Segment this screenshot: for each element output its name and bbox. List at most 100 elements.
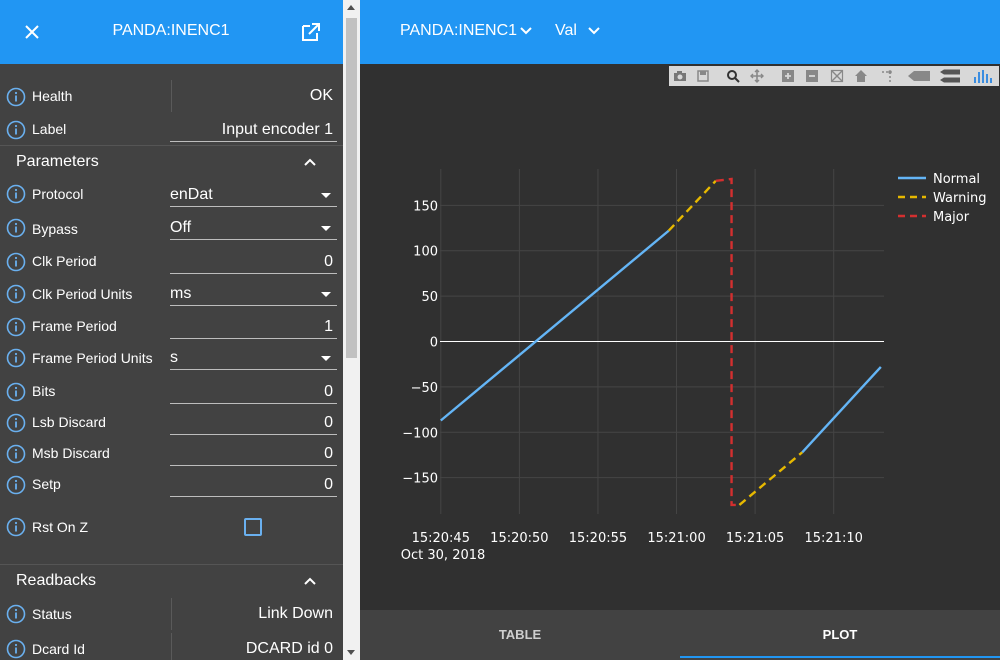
rst-on-z-row: Rst On Z	[0, 515, 343, 541]
label-row: Label Input encoder 1	[0, 118, 343, 142]
clk-period-label: Clk Period	[32, 253, 97, 269]
bypass-row: Bypass Off	[0, 216, 343, 242]
spike-lines-icon[interactable]	[880, 69, 894, 83]
frame-period-units-value: s	[170, 349, 178, 366]
pan-icon[interactable]	[750, 69, 764, 83]
home-icon[interactable]	[854, 69, 868, 83]
attribute-selector[interactable]: Val	[555, 22, 577, 39]
divider	[171, 598, 172, 630]
msb-discard-value: 0	[324, 445, 333, 462]
close-icon[interactable]	[22, 22, 42, 42]
info-icon[interactable]	[6, 382, 26, 402]
clk-period-units-value: ms	[170, 285, 192, 302]
info-icon[interactable]	[6, 87, 26, 107]
frame-period-units-select[interactable]: s	[170, 346, 337, 370]
plotly-logo-icon[interactable]	[972, 69, 996, 83]
readbacks-section-header[interactable]: Readbacks	[0, 565, 343, 597]
parameters-title: Parameters	[16, 153, 99, 170]
health-value: OK	[309, 87, 333, 104]
hover-compare-icon[interactable]	[939, 69, 961, 83]
lsb-discard-input[interactable]: 0	[170, 411, 337, 435]
legend[interactable]: Normal Warning Major	[898, 172, 986, 225]
info-icon[interactable]	[6, 120, 26, 140]
info-icon[interactable]	[6, 639, 26, 659]
value-plot[interactable]: 15:20:45 15:20:50 15:20:55 15:21:00 15:21:05…	[360, 64, 1000, 610]
plot-modebar	[669, 66, 999, 86]
frame-period-input[interactable]: 1	[170, 315, 337, 339]
info-icon[interactable]	[6, 517, 26, 537]
info-icon[interactable]	[6, 413, 26, 433]
info-icon[interactable]	[6, 184, 26, 204]
info-icon[interactable]	[6, 252, 26, 272]
info-icon[interactable]	[6, 284, 26, 304]
save-icon[interactable]	[696, 69, 710, 83]
chevron-up-icon[interactable]	[302, 573, 318, 589]
setp-input[interactable]: 0	[170, 473, 337, 497]
bits-input[interactable]: 0	[170, 380, 337, 404]
protocol-row: Protocol enDat	[0, 183, 343, 209]
tab-plot[interactable]: PLOT	[822, 627, 858, 642]
chevron-down-icon[interactable]	[588, 27, 600, 35]
dropdown-arrow-icon	[321, 193, 331, 198]
health-row: Health OK	[0, 85, 343, 109]
rst-on-z-checkbox[interactable]	[244, 518, 262, 536]
frame-period-label: Frame Period	[32, 318, 117, 334]
protocol-select-value: enDat	[170, 186, 213, 203]
open-in-new-icon[interactable]	[300, 21, 322, 43]
info-icon[interactable]	[6, 444, 26, 464]
tab-table[interactable]: TABLE	[498, 627, 542, 642]
legend-label-normal: Normal	[933, 172, 980, 187]
chevron-up-icon[interactable]	[302, 154, 318, 170]
legend-label-warning: Warning	[933, 191, 986, 206]
info-icon[interactable]	[6, 218, 26, 238]
bits-label: Bits	[32, 383, 56, 399]
divider	[171, 633, 172, 660]
parameters-section-header[interactable]: Parameters	[0, 146, 343, 178]
series-line-warning	[738, 451, 804, 506]
status-row: Status Link Down	[0, 603, 343, 627]
x-tick-label: 15:20:45	[412, 531, 470, 546]
block-details-panel: PANDA:INENC1 Health OK Label Input encod…	[0, 0, 343, 660]
clk-period-units-row: Clk Period Units ms	[0, 282, 343, 308]
axis-ticks: 15:20:45 15:20:50 15:20:55 15:21:00 15:21:05…	[401, 199, 863, 563]
clk-period-input[interactable]: 0	[170, 250, 337, 274]
clk-period-units-label: Clk Period Units	[32, 286, 133, 302]
chevron-down-icon[interactable]	[520, 27, 532, 35]
zoom-in-icon[interactable]	[781, 69, 795, 83]
health-label: Health	[32, 88, 73, 104]
scrollbar-thumb[interactable]	[346, 18, 357, 358]
setp-row: Setp 0	[0, 473, 343, 499]
msb-discard-row: Msb Discard 0	[0, 442, 343, 468]
scroll-up-arrow-icon[interactable]	[347, 5, 355, 10]
msb-discard-input[interactable]: 0	[170, 442, 337, 466]
series-line-major	[715, 177, 740, 507]
label-input[interactable]: Input encoder 1	[170, 118, 337, 142]
camera-icon[interactable]	[673, 69, 687, 83]
lsb-discard-value: 0	[324, 414, 333, 431]
legend-label-major: Major	[933, 210, 970, 225]
protocol-select[interactable]: enDat	[170, 183, 337, 207]
clk-period-value: 0	[324, 253, 333, 270]
info-icon[interactable]	[6, 348, 26, 368]
hover-closest-icon[interactable]	[907, 69, 931, 83]
clk-period-row: Clk Period 0	[0, 250, 343, 276]
zoom-out-icon[interactable]	[805, 69, 819, 83]
series-line-normal	[440, 229, 670, 422]
block-selector[interactable]: PANDA:INENC1	[400, 22, 518, 39]
clk-period-units-select[interactable]: ms	[170, 282, 337, 306]
dcard-id-value: DCARD id 0	[245, 640, 333, 657]
bypass-select[interactable]: Off	[170, 216, 337, 240]
info-icon[interactable]	[6, 604, 26, 624]
right-header: PANDA:INENC1 Val	[360, 0, 1000, 64]
y-tick-label: −150	[402, 472, 438, 487]
left-panel-scrollbar[interactable]	[343, 0, 360, 660]
readbacks-title: Readbacks	[16, 572, 97, 589]
info-icon[interactable]	[6, 475, 26, 495]
view-tabs: TABLE PLOT	[360, 610, 1000, 660]
scroll-down-arrow-icon[interactable]	[347, 650, 355, 655]
bypass-label: Bypass	[32, 221, 78, 237]
zoom-icon[interactable]	[726, 69, 740, 83]
autoscale-icon[interactable]	[830, 69, 844, 83]
info-icon[interactable]	[6, 317, 26, 337]
y-tick-label: −50	[411, 381, 438, 396]
